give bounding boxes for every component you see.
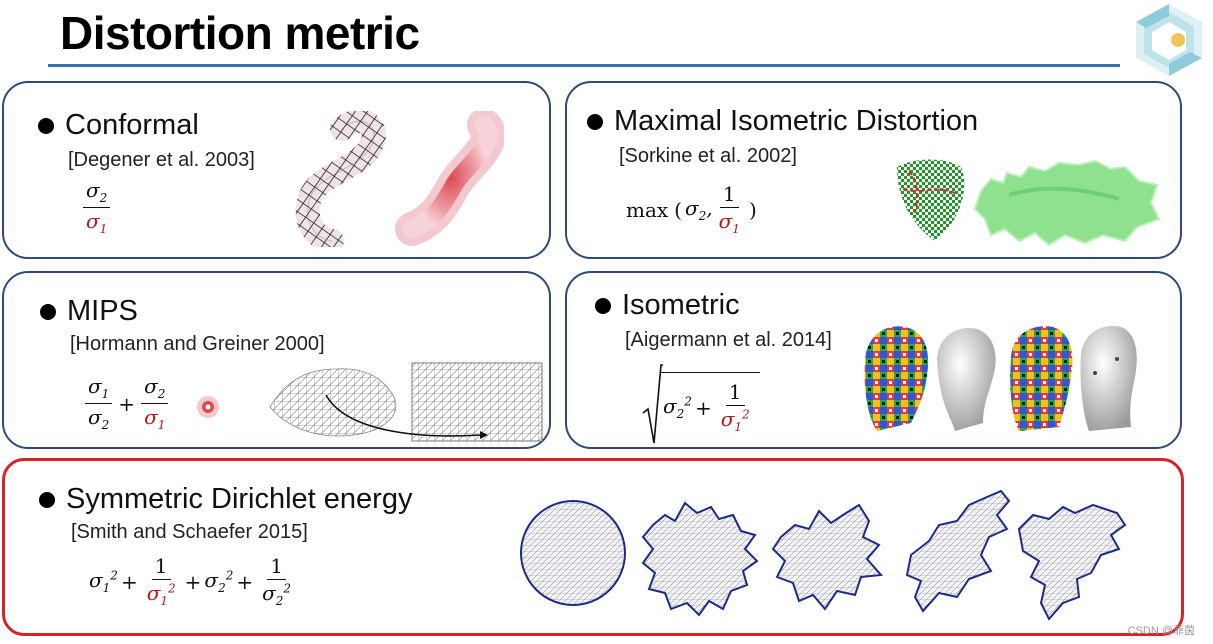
bullet-icon bbox=[38, 117, 54, 134]
symmetric-dirichlet-reference: [Smith and Schaefer 2015] bbox=[71, 521, 308, 543]
panel-mips: MIPS [Hormann and Greiner 2000] σ1 σ2 + σ2 σ… bbox=[2, 271, 551, 449]
green-mesh-figure bbox=[897, 159, 1161, 247]
parameterization-sequence-figure bbox=[520, 489, 1127, 621]
laser-pointer-dot bbox=[197, 396, 219, 418]
symmetric-dirichlet-heading-text: Symmetric Dirichlet energy bbox=[66, 483, 413, 515]
symmetric-dirichlet-formula: σ12 +1 σ12 + σ22 +1 σ22 bbox=[89, 555, 297, 608]
mips-heading: MIPS bbox=[40, 295, 138, 328]
mips-formula: σ1 σ2 + σ2 σ1 bbox=[82, 375, 171, 432]
isometric-heading: Isometric bbox=[595, 289, 740, 322]
panel-conformal: Conformal [Degener et al. 2003] σ2 σ1 bbox=[2, 81, 551, 259]
symmetric-dirichlet-heading: Symmetric Dirichlet energy bbox=[39, 483, 412, 516]
conformal-heading: Conformal bbox=[38, 109, 199, 142]
fraction: σ2 σ1 bbox=[141, 375, 169, 432]
fraction: 1 σ1 bbox=[718, 182, 740, 236]
bullet-icon bbox=[587, 113, 603, 130]
isometric-formula: σ22 +1 σ12 bbox=[641, 363, 760, 447]
fraction: σ2 σ1 bbox=[83, 179, 111, 236]
mips-heading-text: MIPS bbox=[67, 295, 138, 327]
maximal-isometric-formula: max(σ2, 1 σ1) bbox=[626, 182, 757, 236]
watermark: CSDN @菲茵 bbox=[1127, 625, 1195, 637]
isometric-reference: [Aigermann et al. 2014] bbox=[625, 329, 832, 351]
max-function: max bbox=[626, 197, 669, 222]
bullet-icon bbox=[595, 297, 611, 314]
slide-title: Distortion metric bbox=[60, 7, 420, 59]
sqrt-sign-icon bbox=[642, 364, 663, 444]
maximal-isometric-heading: Maximal Isometric Distortion bbox=[587, 105, 978, 138]
panel-maximal-isometric: Maximal Isometric Distortion [Sorkine et… bbox=[565, 81, 1182, 259]
panel-symmetric-dirichlet: Symmetric Dirichlet energy [Smith and Sc… bbox=[2, 458, 1184, 636]
conformal-heading-text: Conformal bbox=[65, 109, 199, 141]
maximal-isometric-reference: [Sorkine et al. 2002] bbox=[619, 145, 797, 167]
title-divider bbox=[48, 64, 1120, 67]
fraction: 1 σ12 bbox=[146, 554, 176, 608]
logo-icon bbox=[1136, 4, 1202, 76]
head-models-figure bbox=[864, 325, 1137, 431]
fraction: 1 σ22 bbox=[262, 554, 292, 608]
fraction: 1 σ12 bbox=[720, 379, 750, 434]
maximal-isometric-heading-text: Maximal Isometric Distortion bbox=[614, 105, 979, 137]
panel-isometric: Isometric [Aigermann et al. 2014] σ22 +1 σ… bbox=[565, 271, 1182, 449]
conformal-formula: σ2 σ1 bbox=[80, 179, 113, 236]
mips-mesh-figure bbox=[269, 362, 543, 442]
snake-mesh-figure bbox=[295, 111, 504, 247]
mips-reference: [Hormann and Greiner 2000] bbox=[70, 333, 325, 355]
conformal-reference: [Degener et al. 2003] bbox=[68, 149, 255, 171]
bullet-icon bbox=[39, 491, 55, 508]
bullet-icon bbox=[40, 303, 56, 320]
fraction: σ1 σ2 bbox=[85, 375, 113, 432]
isometric-heading-text: Isometric bbox=[622, 289, 740, 321]
